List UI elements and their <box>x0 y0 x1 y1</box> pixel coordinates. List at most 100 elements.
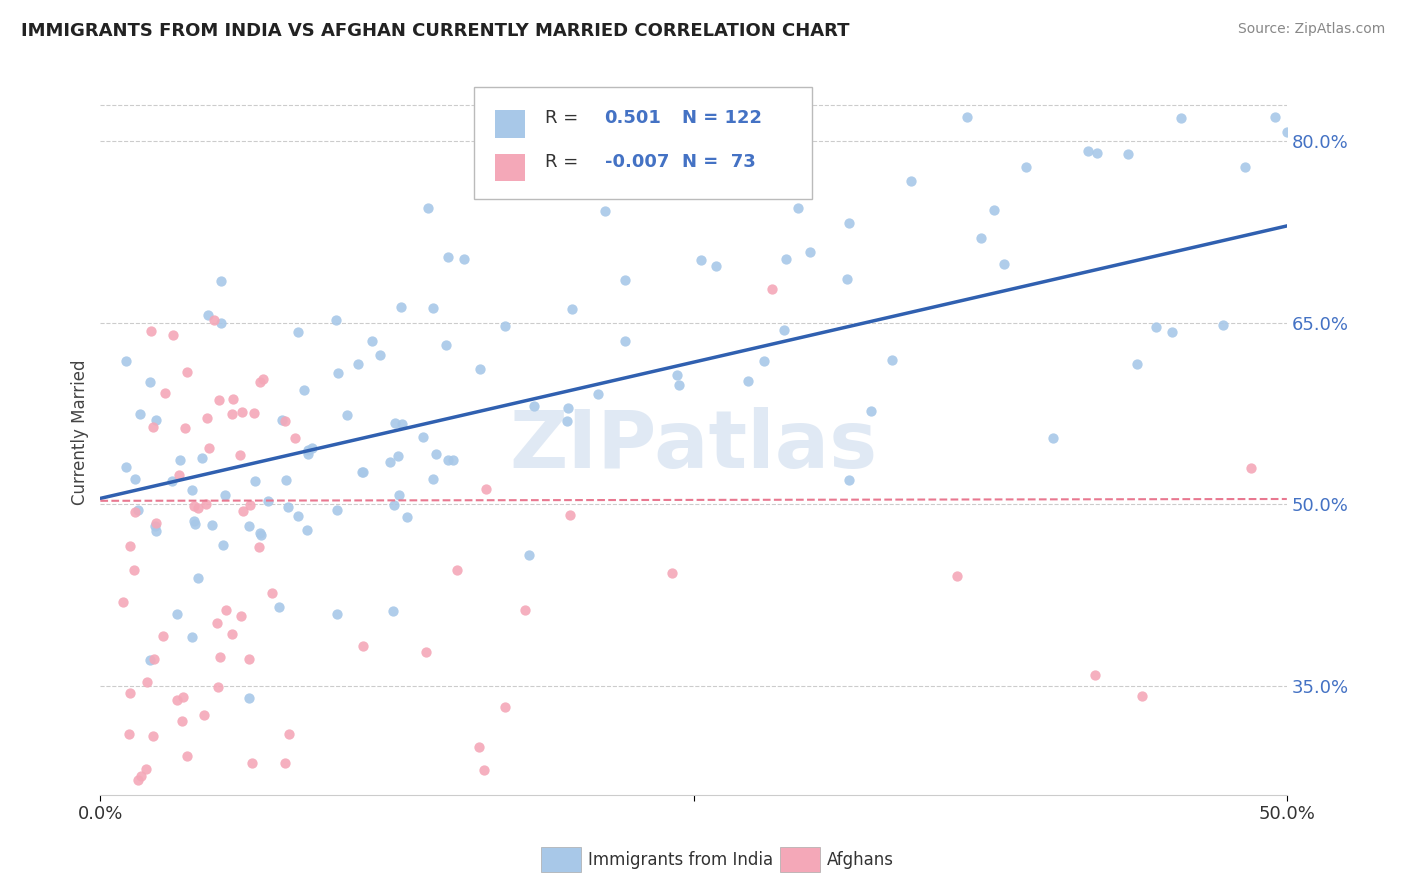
Point <box>838 473 860 487</box>
Point <box>135 762 157 776</box>
Point <box>271 412 294 426</box>
Point <box>153 386 176 401</box>
Point <box>215 603 238 617</box>
Point <box>242 406 264 420</box>
Point <box>350 465 373 479</box>
Point <box>208 392 231 407</box>
Point <box>1212 318 1234 332</box>
Point <box>434 337 457 351</box>
Point <box>983 203 1005 218</box>
Point <box>557 401 579 416</box>
Point <box>145 413 167 427</box>
Point <box>207 681 229 695</box>
Point <box>453 252 475 266</box>
Point <box>787 201 810 215</box>
Point <box>513 602 536 616</box>
Point <box>118 727 141 741</box>
Text: R =: R = <box>546 153 578 170</box>
Point <box>174 421 197 435</box>
Point <box>347 358 370 372</box>
Point <box>446 563 468 577</box>
Point <box>176 748 198 763</box>
Point <box>561 302 583 317</box>
Point <box>352 465 374 479</box>
Point <box>835 272 858 286</box>
Point <box>139 653 162 667</box>
Point <box>187 571 209 585</box>
Point <box>127 772 149 787</box>
Point <box>193 708 215 723</box>
Point <box>221 627 243 641</box>
Point <box>172 714 194 728</box>
Point <box>1144 319 1167 334</box>
Point <box>517 548 540 562</box>
Point <box>183 517 205 532</box>
Point <box>418 201 440 215</box>
Point <box>472 763 495 777</box>
Point <box>301 442 323 456</box>
Point <box>231 609 253 624</box>
Point <box>292 383 315 397</box>
Point <box>1130 689 1153 703</box>
Point <box>378 455 401 469</box>
Point <box>124 472 146 486</box>
Point <box>172 690 194 704</box>
Point <box>1126 357 1149 371</box>
Point <box>111 595 134 609</box>
Point <box>415 644 437 658</box>
Point <box>1240 460 1263 475</box>
Point <box>368 348 391 362</box>
Point <box>690 253 713 268</box>
Point <box>946 568 969 582</box>
Point <box>387 450 409 464</box>
Text: Afghans: Afghans <box>827 851 894 869</box>
Point <box>181 630 204 644</box>
Point <box>1322 503 1344 517</box>
Point <box>328 366 350 380</box>
Point <box>297 447 319 461</box>
Point <box>1233 160 1256 174</box>
Point <box>142 419 165 434</box>
Point <box>176 366 198 380</box>
Point <box>703 136 725 151</box>
Point <box>162 327 184 342</box>
Point <box>124 505 146 519</box>
Point <box>209 316 232 330</box>
Point <box>773 323 796 337</box>
Point <box>135 675 157 690</box>
Point <box>287 325 309 339</box>
Point <box>1116 147 1139 161</box>
Point <box>183 514 205 528</box>
Point <box>238 518 260 533</box>
Point <box>1160 325 1182 339</box>
Text: 0.501: 0.501 <box>605 109 661 127</box>
Point <box>860 404 883 418</box>
Point <box>143 519 166 533</box>
Point <box>238 690 260 705</box>
Point <box>169 467 191 482</box>
Point <box>160 474 183 488</box>
Point <box>1285 112 1308 126</box>
Point <box>388 488 411 502</box>
Point <box>295 523 318 537</box>
Point <box>128 407 150 421</box>
Point <box>284 431 307 445</box>
Point <box>752 354 775 368</box>
Point <box>229 448 252 462</box>
Point <box>412 429 434 443</box>
Point <box>494 699 516 714</box>
Text: N = 122: N = 122 <box>682 109 762 127</box>
Point <box>287 508 309 523</box>
Point <box>799 244 821 259</box>
Point <box>666 368 689 382</box>
FancyBboxPatch shape <box>495 154 524 181</box>
Point <box>586 387 609 401</box>
Point <box>1347 259 1369 273</box>
Point <box>180 483 202 497</box>
FancyBboxPatch shape <box>495 111 524 137</box>
Point <box>221 407 243 421</box>
Point <box>558 508 581 523</box>
Point <box>704 259 727 273</box>
Point <box>183 500 205 514</box>
Point <box>1302 285 1324 299</box>
